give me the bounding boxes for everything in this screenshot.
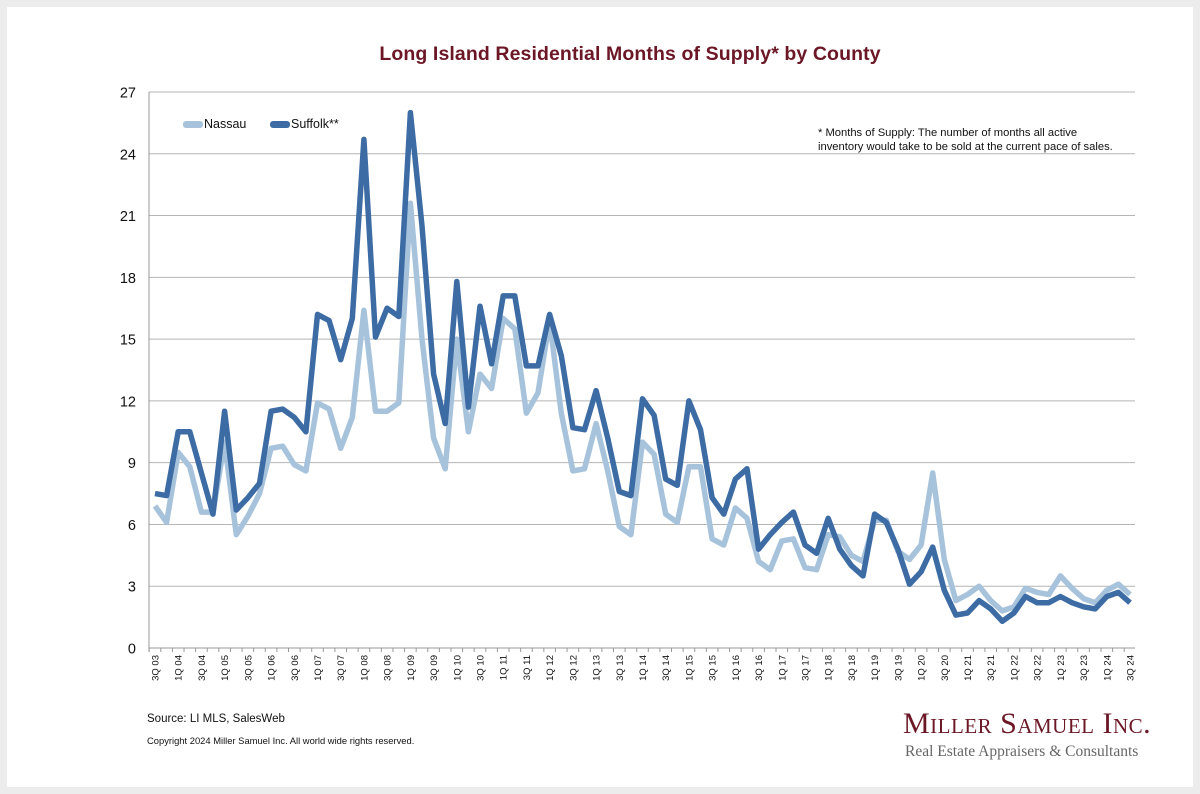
brand-tagline: Real Estate Appraisers & Consultants: [905, 743, 1139, 760]
x-tick-label: 1Q 15: [684, 655, 695, 681]
x-tick-label: 1Q 06: [267, 655, 278, 681]
x-tick-label: 3Q 17: [801, 655, 812, 681]
x-tick-label: 1Q 12: [545, 655, 556, 681]
x-tick-label: 3Q 14: [661, 655, 672, 681]
x-tick-label: 1Q 13: [592, 655, 603, 681]
x-axis: 3Q 03 1Q 04 3Q 04 1Q 05 3Q 05 1Q 06 3Q 06 1Q 07…: [148, 92, 1137, 681]
x-tick-label: 3Q 08: [383, 655, 394, 681]
x-tick-label: 3Q 19: [893, 655, 904, 681]
y-tick-label: 27: [120, 86, 136, 102]
x-tick-label: 1Q 08: [359, 655, 370, 681]
x-tick-label: 3Q 23: [1079, 655, 1090, 681]
y-tick-label: 0: [128, 642, 136, 658]
x-tick-label: 1Q 20: [917, 655, 928, 681]
y-axis: 0 3 6 9 12 15 18 21 24 27: [120, 86, 136, 658]
series-line-suffolk: [154, 109, 1132, 624]
legend-label-suffolk: Suffolk**: [291, 117, 339, 131]
x-tick-label: 1Q 09: [406, 655, 417, 681]
x-tick-label: 3Q 21: [986, 655, 997, 681]
copyright-text: Copyright 2024 Miller Samuel Inc. All wo…: [147, 735, 415, 746]
y-tick-label: 21: [120, 209, 136, 225]
y-tick-label: 18: [120, 271, 136, 287]
legend-label-nassau: Nassau: [204, 117, 247, 131]
x-tick-label: 1Q 21: [963, 655, 974, 681]
x-tick-label: 1Q 19: [870, 655, 881, 681]
x-tick-label: 3Q 13: [615, 655, 626, 681]
x-tick-label: 3Q 09: [429, 655, 440, 681]
annotation-line-2: inventory would take to be sold at the c…: [818, 141, 1113, 153]
x-tick-label: 3Q 22: [1033, 655, 1044, 681]
x-tick-label: 1Q 23: [1056, 655, 1067, 681]
y-tick-label: 15: [120, 333, 136, 349]
x-tick-label: 1Q 07: [313, 655, 324, 681]
x-tick-label: 3Q 05: [243, 655, 254, 681]
gridlines: [149, 91, 1135, 587]
legend-swatch-suffolk: [270, 120, 290, 128]
x-tick-label: 1Q 18: [824, 655, 835, 681]
series-line-nassau: [152, 200, 1132, 614]
y-tick-label: 12: [120, 394, 136, 410]
series-lines: [152, 109, 1132, 624]
legend-item-nassau: Nassau: [183, 117, 246, 131]
x-tick-label: 1Q 14: [638, 655, 649, 681]
x-tick-label: 3Q 03: [151, 655, 162, 681]
legend-swatch-nassau: [183, 120, 203, 128]
x-tick-label: 3Q 16: [754, 655, 765, 681]
x-tick-label: 1Q 24: [1102, 655, 1113, 681]
x-tick-label: 3Q 10: [476, 655, 487, 681]
annotation-line-1: * Months of Supply: The number of months…: [818, 127, 1078, 139]
y-tick-label: 24: [120, 147, 136, 163]
x-tick-label: 1Q 16: [731, 655, 742, 681]
x-tick-label: 3Q 12: [568, 655, 579, 681]
x-tick-label: 3Q 15: [708, 655, 719, 681]
x-tick-label: 1Q 22: [1009, 655, 1020, 681]
x-tick-label: 3Q 06: [290, 655, 301, 681]
x-tick-label: 1Q 10: [452, 655, 463, 681]
x-tick-label: 3Q 11: [522, 655, 533, 680]
x-tick-label: 3Q 18: [847, 655, 858, 681]
y-tick-label: 6: [128, 518, 136, 534]
x-tick-label: 1Q 04: [174, 655, 185, 681]
x-tick-label: 1Q 17: [777, 655, 788, 681]
y-tick-label: 9: [128, 456, 136, 472]
x-tick-label: 3Q 07: [336, 655, 347, 681]
x-tick-label: 1Q 05: [220, 655, 231, 681]
y-tick-label: 3: [128, 580, 136, 596]
x-tick-label: 3Q 24: [1126, 655, 1137, 681]
brand-logo: Miller Samuel Inc.: [903, 707, 1152, 740]
source-text: Source: LI MLS, SalesWeb: [147, 713, 285, 725]
x-tick-label: 3Q 04: [197, 655, 208, 681]
footnote-annotation: * Months of Supply: The number of months…: [818, 126, 1113, 154]
x-tick-label: 1Q 11: [499, 655, 510, 680]
x-tick-label: 3Q 20: [940, 655, 951, 681]
legend-item-suffolk: Suffolk**: [270, 117, 339, 131]
chart-title: Long Island Residential Months of Supply…: [379, 43, 881, 65]
